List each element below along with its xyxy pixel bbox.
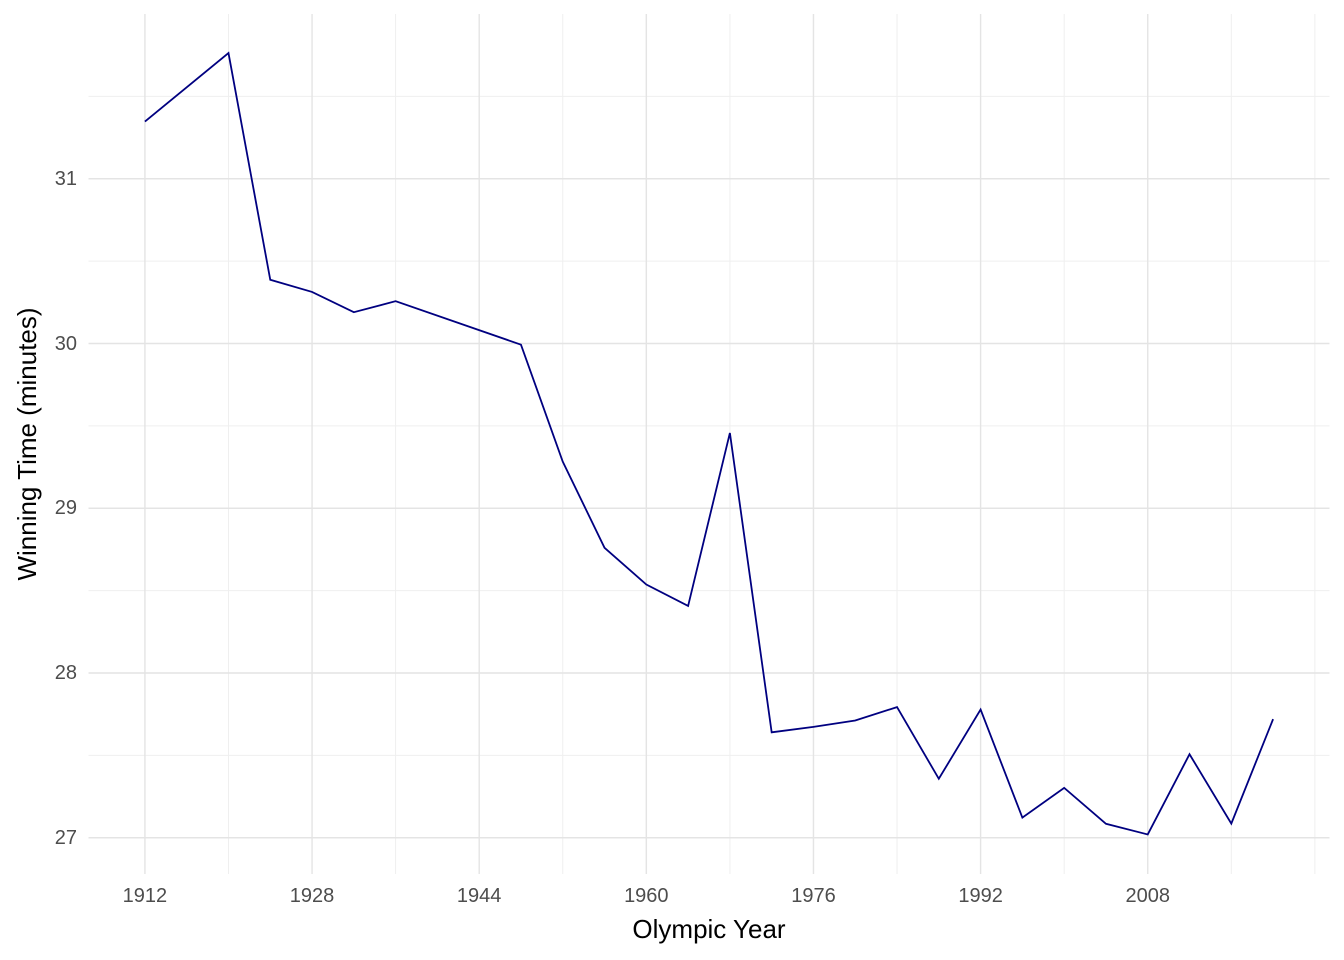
x-axis-title: Olympic Year xyxy=(632,914,786,944)
x-tick-label: 1912 xyxy=(122,885,168,907)
y-tick-label: 28 xyxy=(54,662,77,684)
x-tick-label: 2008 xyxy=(1125,885,1170,907)
x-tick-label: 1944 xyxy=(456,885,502,907)
y-axis-title: Winning Time (minutes) xyxy=(12,307,42,581)
y-tick-label: 27 xyxy=(54,826,77,849)
y-tick-label: 30 xyxy=(54,332,77,355)
x-tick-label: 1992 xyxy=(958,885,1003,907)
y-tick-label: 29 xyxy=(54,497,77,520)
y-tick-label: 31 xyxy=(54,167,77,190)
x-tick-label: 1960 xyxy=(624,885,669,907)
x-tick-label: 1928 xyxy=(289,885,335,907)
winning-time-line xyxy=(144,51,1274,836)
x-tick-label: 1976 xyxy=(791,885,836,907)
